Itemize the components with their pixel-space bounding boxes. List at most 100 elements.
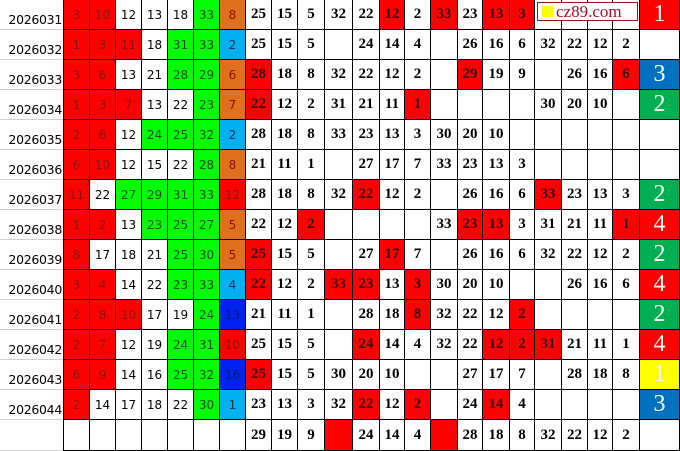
ball-cell: 15 — [142, 150, 168, 180]
number-cell: 6 — [510, 180, 535, 210]
number-cell: 15 — [272, 240, 298, 270]
ball-cell: 6 — [90, 60, 116, 90]
ball-cell: 29 — [194, 60, 220, 90]
number-cell: 18 — [588, 360, 613, 390]
number-cell: 18 — [272, 60, 298, 90]
ball-cell: 31 — [168, 180, 194, 210]
hit-number-cell — [325, 420, 353, 451]
final-value-cell: 3 — [640, 60, 680, 90]
number-cell — [535, 360, 562, 390]
number-cell: 22 — [353, 0, 380, 30]
ball-cell: 30 — [194, 240, 220, 270]
number-cell: 20 — [353, 360, 380, 390]
ball-cell: 2 — [64, 330, 90, 360]
number-cell: 22 — [562, 420, 588, 451]
number-cell: 23 — [458, 150, 483, 180]
number-cell: 23 — [353, 120, 380, 150]
ball-cell: 24 — [194, 300, 220, 330]
number-cell: 24 — [458, 390, 483, 420]
ball-cell: 22 — [142, 270, 168, 300]
final-value-cell — [640, 30, 680, 60]
ball-cell: 2 — [64, 120, 90, 150]
number-cell: 33 — [431, 210, 458, 240]
ball-cell: 27 — [194, 210, 220, 240]
number-cell — [613, 390, 640, 420]
number-cell: 27 — [458, 360, 483, 390]
number-cell: 26 — [458, 180, 483, 210]
number-cell — [431, 60, 458, 90]
ball-cell: 17 — [116, 390, 142, 420]
number-cell: 21 — [353, 90, 380, 120]
ball-cell: 6 — [220, 60, 246, 90]
ball-cell: 2 — [220, 120, 246, 150]
number-cell — [483, 90, 510, 120]
hit-number-cell: 13 — [483, 210, 510, 240]
ball-cell: 23 — [194, 90, 220, 120]
final-value-cell: 4 — [640, 210, 680, 240]
issue-label: 2026035 — [0, 120, 64, 150]
number-cell: 27 — [353, 240, 380, 270]
number-cell: 3 — [405, 120, 431, 150]
hit-number-cell: 1 — [405, 90, 431, 120]
number-cell: 28 — [458, 420, 483, 451]
number-cell: 30 — [535, 90, 562, 120]
hit-number-cell: 2 — [298, 210, 325, 240]
number-cell: 26 — [562, 60, 588, 90]
number-cell: 1 — [298, 150, 325, 180]
ball-cell: 7 — [90, 330, 116, 360]
number-cell: 13 — [272, 390, 298, 420]
number-cell: 23 — [458, 0, 483, 30]
hit-number-cell: 23 — [458, 210, 483, 240]
ball-cell: 33 — [194, 30, 220, 60]
ball-cell: 25 — [168, 120, 194, 150]
hit-number-cell: 12 — [380, 0, 405, 30]
ball-cell: 10 — [90, 150, 116, 180]
number-cell: 22 — [246, 210, 272, 240]
number-cell: 32 — [535, 30, 562, 60]
number-cell: 8 — [298, 180, 325, 210]
hit-number-cell: 2 — [510, 300, 535, 330]
number-cell — [431, 30, 458, 60]
number-cell: 3 — [298, 390, 325, 420]
ball-cell: 19 — [142, 330, 168, 360]
issue-label: 2026042 — [0, 330, 64, 360]
number-cell: 16 — [588, 60, 613, 90]
ball-cell: 13 — [116, 210, 142, 240]
issue-label: 2026041 — [0, 300, 64, 330]
ball-cell: 31 — [168, 30, 194, 60]
number-cell — [431, 240, 458, 270]
ball-cell: 29 — [142, 180, 168, 210]
hit-number-cell: 22 — [353, 180, 380, 210]
number-cell — [613, 120, 640, 150]
ball-cell: 14 — [116, 270, 142, 300]
ball-cell: 25 — [168, 240, 194, 270]
number-cell: 33 — [325, 120, 353, 150]
ball-cell: 22 — [168, 390, 194, 420]
number-cell: 16 — [588, 270, 613, 300]
ball-cell: 13 — [220, 300, 246, 330]
ball-cell: 2 — [64, 300, 90, 330]
number-cell: 10 — [483, 120, 510, 150]
ball-cell: 7 — [220, 90, 246, 120]
number-cell: 2 — [613, 240, 640, 270]
number-cell: 13 — [588, 180, 613, 210]
number-cell: 32 — [431, 300, 458, 330]
number-cell: 32 — [325, 390, 353, 420]
ball-cell: 11 — [116, 30, 142, 60]
ball-cell: 17 — [90, 240, 116, 270]
ball-cell: 10 — [90, 0, 116, 30]
number-cell: 13 — [380, 120, 405, 150]
ball-cell: 32 — [194, 360, 220, 390]
hit-number-cell: 25 — [246, 240, 272, 270]
hit-number-cell: 22 — [246, 270, 272, 300]
number-cell: 33 — [431, 150, 458, 180]
number-cell: 13 — [380, 270, 405, 300]
number-cell: 25 — [246, 330, 272, 360]
ball-cell: 8 — [220, 150, 246, 180]
number-cell: 4 — [510, 390, 535, 420]
number-cell: 11 — [272, 150, 298, 180]
hit-number-cell: 13 — [483, 0, 510, 30]
number-cell: 4 — [405, 420, 431, 451]
number-cell — [405, 210, 431, 240]
